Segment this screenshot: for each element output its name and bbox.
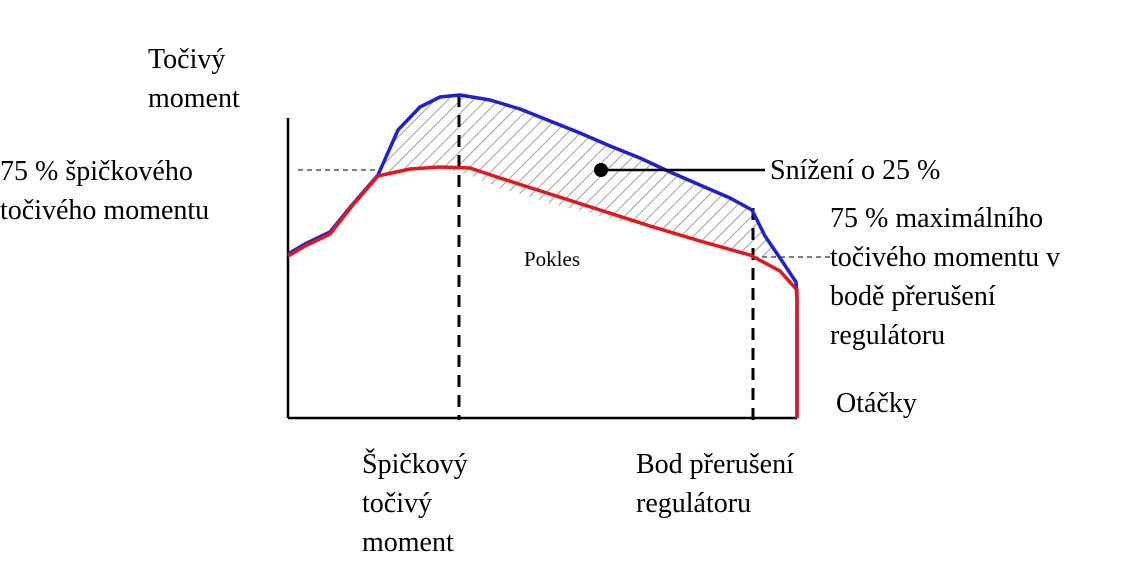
peak-torque-label-line-2: točivý	[362, 488, 432, 519]
peak-torque-label: Špičkový točivý moment	[362, 445, 468, 562]
x-axis-label: Otáčky	[836, 384, 917, 423]
governor-75-label: 75 % maximálního točivého momentu v bodě…	[830, 199, 1060, 355]
y-axis-label: Točivý moment	[148, 40, 240, 118]
drop-label: Pokles	[524, 246, 580, 272]
governor-break-label-line-2: regulátoru	[636, 488, 752, 519]
governor-75-label-line-3: bodě přerušení	[830, 281, 996, 312]
reduction-label: Snížení o 25 %	[770, 151, 940, 190]
peak-75-label: 75 % špičkového točivého momentu	[0, 152, 209, 230]
drop-label-text: Pokles	[524, 247, 581, 271]
reduced-torque-curve	[287, 165, 799, 418]
governor-75-label-line-2: točivého momentu v	[830, 242, 1061, 273]
governor-break-label-line-1: Bod přerušení	[636, 449, 794, 480]
peak-75-label-line-2: točivého momentu	[0, 195, 210, 226]
peak-torque-label-line-1: Špičkový	[362, 449, 468, 480]
peak-75-label-line-1: 75 % špičkového	[0, 156, 193, 187]
reduction-hatched-area	[378, 95, 780, 258]
governor-75-label-line-1: 75 % maximálního	[830, 203, 1044, 234]
governor-75-label-line-4: regulátoru	[830, 320, 946, 351]
peak-torque-label-line-3: moment	[362, 527, 454, 558]
reduction-label-text: Snížení o 25 %	[770, 155, 941, 186]
y-axis-label-line-1: Točivý	[148, 44, 226, 75]
reduction-callout-dot	[594, 163, 608, 177]
y-axis-label-line-2: moment	[148, 83, 240, 114]
governor-break-label: Bod přerušení regulátoru	[636, 445, 794, 523]
x-axis-label-text: Otáčky	[836, 388, 917, 419]
